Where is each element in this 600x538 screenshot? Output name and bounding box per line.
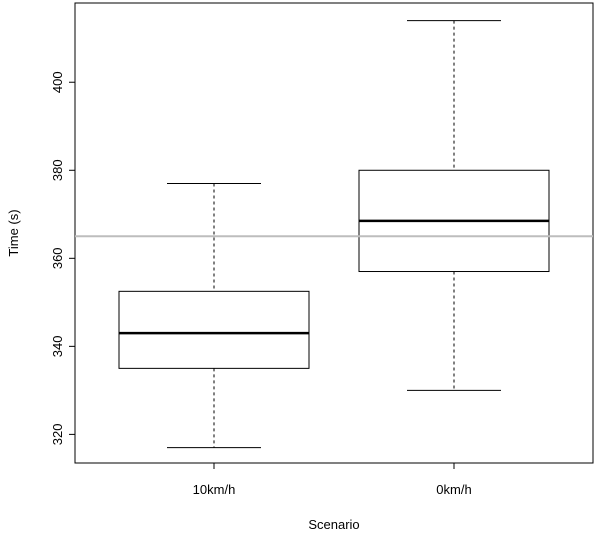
y-tick-label: 320 bbox=[50, 424, 65, 446]
x-tick-label: 0km/h bbox=[436, 482, 471, 497]
x-axis: 10km/h 0km/h bbox=[193, 463, 472, 497]
plot-area-frame bbox=[74, 2, 594, 464]
box-10km/h bbox=[118, 182, 310, 449]
boxes bbox=[118, 20, 550, 449]
y-tick-label: 380 bbox=[50, 159, 65, 181]
y-tick-label: 340 bbox=[50, 335, 65, 357]
y-axis-title: Time (s) bbox=[6, 209, 21, 256]
x-tick-label: 10km/h bbox=[193, 482, 236, 497]
box-0km/h bbox=[358, 20, 550, 391]
y-tick-label: 400 bbox=[50, 71, 65, 93]
interquartile-box bbox=[118, 290, 310, 369]
y-axis: 320 340 360 380 400 bbox=[50, 71, 75, 445]
y-tick-label: 360 bbox=[50, 247, 65, 269]
x-axis-title: Scenario bbox=[308, 517, 359, 532]
